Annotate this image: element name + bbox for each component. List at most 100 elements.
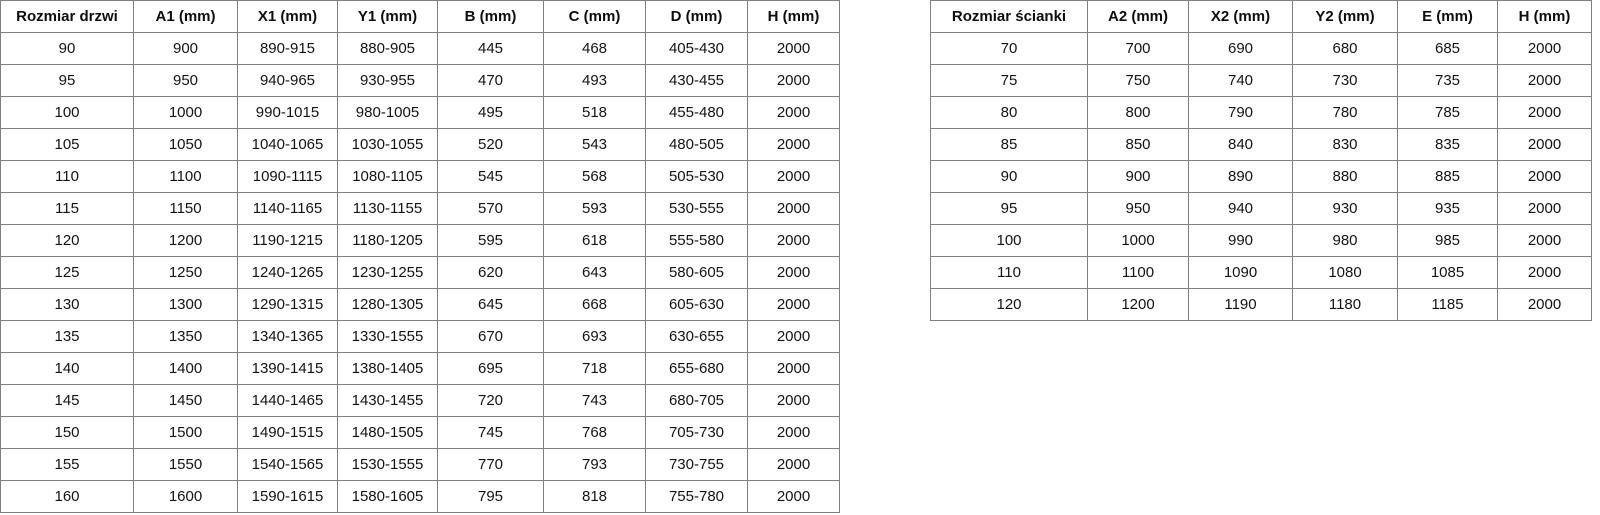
table-cell: 1430-1455 <box>337 384 438 417</box>
table-row: 140 1400 1390-1415 1380-1405 695 718 655-680 20… <box>0 352 840 385</box>
table-row: 70 700 690 680 685 2000 <box>930 32 1592 65</box>
table-cell: 1230-1255 <box>337 256 438 289</box>
table-cell: 950 <box>133 64 238 97</box>
table-cell: 985 <box>1397 224 1498 257</box>
table-cell: 2000 <box>747 384 840 417</box>
table-cell: 145 <box>0 384 134 417</box>
table-cell: 900 <box>1087 160 1189 193</box>
table-cell: 125 <box>0 256 134 289</box>
table-cell: 1180 <box>1292 288 1398 321</box>
table-cell: 85 <box>930 128 1088 161</box>
table-row: 130 1300 1290-1315 1280-1305 645 668 605-630 20… <box>0 288 840 321</box>
column-header-a1: A1 (mm) <box>133 0 238 33</box>
table-cell: 818 <box>543 480 646 513</box>
table-cell: 770 <box>437 448 544 481</box>
table-cell: 2000 <box>747 224 840 257</box>
table-row: 90 900 890 880 885 2000 <box>930 160 1592 193</box>
table-cell: 940-965 <box>237 64 338 97</box>
walls-size-table: Rozmiar ścianki A2 (mm) X2 (mm) Y2 (mm) … <box>930 0 1592 321</box>
table-cell: 545 <box>437 160 544 193</box>
table-cell: 130 <box>0 288 134 321</box>
table-cell: 690 <box>1188 32 1293 65</box>
table-cell: 1400 <box>133 352 238 385</box>
column-header-rozmiar-scianki: Rozmiar ścianki <box>930 0 1088 33</box>
table-row: 100 1000 990 980 985 2000 <box>930 224 1592 257</box>
table-cell: 505-530 <box>645 160 748 193</box>
table-cell: 120 <box>930 288 1088 321</box>
table-cell: 1200 <box>1087 288 1189 321</box>
table-cell: 2000 <box>1497 224 1592 257</box>
table-cell: 720 <box>437 384 544 417</box>
table-cell: 2000 <box>747 256 840 289</box>
table-cell: 718 <box>543 352 646 385</box>
table-cell: 595 <box>437 224 544 257</box>
table-cell: 1340-1365 <box>237 320 338 353</box>
table-cell: 140 <box>0 352 134 385</box>
table-cell: 685 <box>1397 32 1498 65</box>
table-cell: 1000 <box>1087 224 1189 257</box>
table-cell: 1090-1115 <box>237 160 338 193</box>
table-cell: 1080 <box>1292 256 1398 289</box>
table-cell: 990 <box>1188 224 1293 257</box>
table-cell: 605-630 <box>645 288 748 321</box>
walls-size-table-container: Rozmiar ścianki A2 (mm) X2 (mm) Y2 (mm) … <box>930 0 1592 321</box>
table-cell: 570 <box>437 192 544 225</box>
column-header-y2: Y2 (mm) <box>1292 0 1398 33</box>
table-cell: 1100 <box>1087 256 1189 289</box>
column-header-h: H (mm) <box>1497 0 1592 33</box>
table-cell: 1290-1315 <box>237 288 338 321</box>
table-cell: 445 <box>437 32 544 65</box>
table-cell: 2000 <box>1497 32 1592 65</box>
table-cell: 1480-1505 <box>337 416 438 449</box>
table-cell: 1080-1105 <box>337 160 438 193</box>
table-cell: 1540-1565 <box>237 448 338 481</box>
table-cell: 1040-1065 <box>237 128 338 161</box>
table-cell: 155 <box>0 448 134 481</box>
table-cell: 768 <box>543 416 646 449</box>
table-cell: 745 <box>437 416 544 449</box>
table-cell: 930 <box>1292 192 1398 225</box>
table-cell: 2000 <box>747 416 840 449</box>
column-header-b: B (mm) <box>437 0 544 33</box>
table-cell: 1300 <box>133 288 238 321</box>
table-cell: 950 <box>1087 192 1189 225</box>
walls-table-head: Rozmiar ścianki A2 (mm) X2 (mm) Y2 (mm) … <box>930 0 1592 33</box>
table-cell: 620 <box>437 256 544 289</box>
table-row: 85 850 840 830 835 2000 <box>930 128 1592 161</box>
table-cell: 110 <box>930 256 1088 289</box>
table-cell: 2000 <box>747 128 840 161</box>
table-cell: 1185 <box>1397 288 1498 321</box>
table-cell: 2000 <box>1497 288 1592 321</box>
table-cell: 2000 <box>747 64 840 97</box>
table-cell: 2000 <box>1497 64 1592 97</box>
table-cell: 790 <box>1188 96 1293 129</box>
table-row: 110 1100 1090 1080 1085 2000 <box>930 256 1592 289</box>
table-cell: 2000 <box>747 96 840 129</box>
table-cell: 160 <box>0 480 134 513</box>
table-cell: 680-705 <box>645 384 748 417</box>
table-cell: 1530-1555 <box>337 448 438 481</box>
table-cell: 1550 <box>133 448 238 481</box>
table-cell: 680 <box>1292 32 1398 65</box>
doors-size-table-container: Rozmiar drzwi A1 (mm) X1 (mm) Y1 (mm) B … <box>0 0 840 513</box>
table-cell: 940 <box>1188 192 1293 225</box>
table-cell: 90 <box>0 32 134 65</box>
table-cell: 2000 <box>747 352 840 385</box>
table-cell: 618 <box>543 224 646 257</box>
walls-table-body: 70 700 690 680 685 2000 75 750 740 730 735 2000 80 80… <box>930 32 1592 321</box>
table-row: 120 1200 1190 1180 1185 2000 <box>930 288 1592 321</box>
column-header-rozmiar-drzwi: Rozmiar drzwi <box>0 0 134 33</box>
column-header-x1: X1 (mm) <box>237 0 338 33</box>
table-cell: 518 <box>543 96 646 129</box>
table-cell: 1130-1155 <box>337 192 438 225</box>
table-cell: 935 <box>1397 192 1498 225</box>
table-cell: 645 <box>437 288 544 321</box>
table-cell: 785 <box>1397 96 1498 129</box>
doors-table-head: Rozmiar drzwi A1 (mm) X1 (mm) Y1 (mm) B … <box>0 0 840 33</box>
column-header-c: C (mm) <box>543 0 646 33</box>
table-cell: 568 <box>543 160 646 193</box>
table-cell: 890 <box>1188 160 1293 193</box>
table-row: 115 1150 1140-1165 1130-1155 570 593 530-555 20… <box>0 192 840 225</box>
doors-size-table: Rozmiar drzwi A1 (mm) X1 (mm) Y1 (mm) B … <box>0 0 840 513</box>
table-cell: 980-1005 <box>337 96 438 129</box>
